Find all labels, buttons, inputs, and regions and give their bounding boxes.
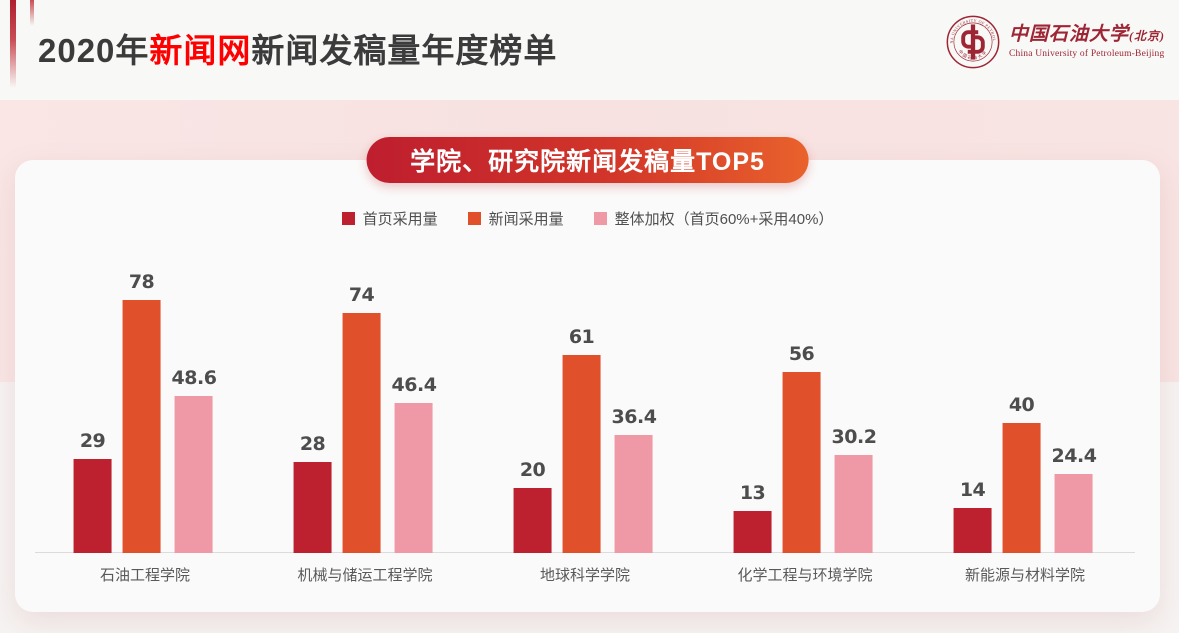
bar-cell: 78	[122, 271, 161, 553]
legend-swatch-icon	[341, 212, 355, 225]
university-seal-icon: CHINA UNIVERSITY OF PETROLEUM 中国石油大学	[945, 14, 1000, 69]
chart-card: 学院、研究院新闻发稿量TOP5 首页采用量 新闻采用量 整体加权（首页60%+采用4…	[15, 137, 1160, 612]
bar	[122, 300, 161, 553]
bar	[953, 507, 992, 553]
bar-value-label: 78	[128, 271, 155, 294]
chart-title: 学院、研究院新闻发稿量TOP5	[410, 148, 765, 176]
bar-group: 20 61 36.4	[513, 326, 657, 553]
bar-value-label: 29	[79, 430, 106, 452]
chart-title-banner: 学院、研究院新闻发稿量TOP5	[366, 137, 809, 183]
bar-value-label: 28	[299, 433, 326, 456]
university-logo: CHINA UNIVERSITY OF PETROLEUM 中国石油大学 中国石…	[945, 14, 1165, 70]
bar	[614, 435, 653, 553]
bar-cell: 46.4	[392, 374, 437, 553]
university-name-cn-suffix: (北京)	[1129, 29, 1165, 44]
bar-cell: 29	[73, 430, 112, 553]
bar-cell: 24.4	[1052, 445, 1097, 553]
university-name-en: China University of Petroleum-Beijing	[1008, 48, 1165, 59]
bar-value-label: 13	[739, 481, 766, 504]
title-prefix: 2020年	[38, 32, 150, 69]
legend-label: 整体加权（首页60%+采用40%）	[614, 211, 834, 228]
accent-bar-small-icon	[30, 0, 34, 26]
university-name-cn-main: 中国石油大学	[1008, 24, 1129, 46]
legend-label: 首页采用量	[362, 211, 438, 228]
legend: 首页采用量 新闻采用量 整体加权（首页60%+采用40%）	[15, 208, 1160, 229]
bar	[1002, 423, 1041, 553]
bar-value-label: 40	[1008, 394, 1035, 417]
bar-cell: 36.4	[612, 406, 657, 553]
bar	[174, 395, 213, 553]
bar	[342, 313, 381, 553]
accent-bar-icon	[10, 0, 16, 88]
bar-cell: 20	[513, 459, 552, 553]
bar-cell: 13	[733, 481, 772, 553]
bar-value-label: 46.4	[391, 373, 437, 396]
bar	[733, 510, 772, 553]
bar-chart: 29 78 48.6 石油工程学院 28 74 46.4 机械与储运工程学院 20 61 36.4 地…	[35, 240, 1135, 584]
bar-group: 14 40 24.4	[953, 394, 1097, 553]
legend-label: 新闻采用量	[488, 211, 564, 228]
university-name-cn: 中国石油大学(北京)	[1008, 24, 1165, 46]
bar-value-label: 61	[568, 326, 595, 349]
legend-item: 首页采用量	[341, 208, 438, 229]
bar	[1054, 473, 1093, 553]
bar-cell: 56	[782, 342, 821, 553]
bar-value-label: 36.4	[611, 406, 657, 429]
bar	[834, 455, 873, 553]
page-title: 2020年新闻网新闻发稿量年度榜单	[38, 24, 557, 72]
bar	[73, 459, 112, 553]
bar-value-label: 74	[348, 284, 375, 307]
category-label: 地球科学学院	[539, 567, 631, 584]
bar	[513, 488, 552, 553]
bar-cell: 30.2	[832, 426, 877, 553]
bar-value-label: 20	[519, 459, 546, 482]
bar-value-label: 14	[959, 478, 986, 501]
bar-cell: 14	[953, 478, 992, 553]
bar-group: 13 56 30.2	[733, 342, 877, 553]
bar-group: 28 74 46.4	[293, 284, 437, 553]
university-name: 中国石油大学(北京) China University of Petroleum…	[1008, 24, 1165, 59]
bar-value-label: 56	[788, 342, 815, 365]
bar-cell: 48.6	[171, 366, 217, 553]
bar-value-label: 30.2	[831, 426, 877, 449]
bar-group: 29 78 48.6	[73, 271, 217, 553]
category-label: 石油工程学院	[99, 567, 191, 584]
legend-item: 整体加权（首页60%+采用40%）	[593, 208, 834, 229]
category-label: 新能源与材料学院	[964, 567, 1086, 584]
bar-cell: 61	[562, 326, 601, 553]
legend-swatch-icon	[467, 212, 481, 225]
bar-cell: 28	[293, 433, 332, 553]
category-label: 化学工程与环境学院	[737, 567, 873, 584]
title-highlight: 新闻网	[149, 32, 252, 69]
category-label: 机械与储运工程学院	[297, 567, 433, 584]
bar-value-label: 24.4	[1051, 444, 1097, 467]
bar	[394, 402, 433, 553]
legend-swatch-icon	[593, 212, 607, 225]
bar-value-label: 48.6	[171, 366, 217, 389]
bar-cell: 40	[1002, 394, 1041, 553]
legend-item: 新闻采用量	[467, 208, 564, 229]
bar	[782, 371, 821, 553]
bar-cell: 74	[342, 284, 381, 553]
title-suffix: 新闻发稿量年度榜单	[251, 32, 558, 69]
bar	[293, 462, 332, 553]
header: 2020年新闻网新闻发稿量年度榜单 CHINA UNIVERSITY OF PE…	[0, 0, 1179, 100]
bar	[562, 355, 601, 553]
